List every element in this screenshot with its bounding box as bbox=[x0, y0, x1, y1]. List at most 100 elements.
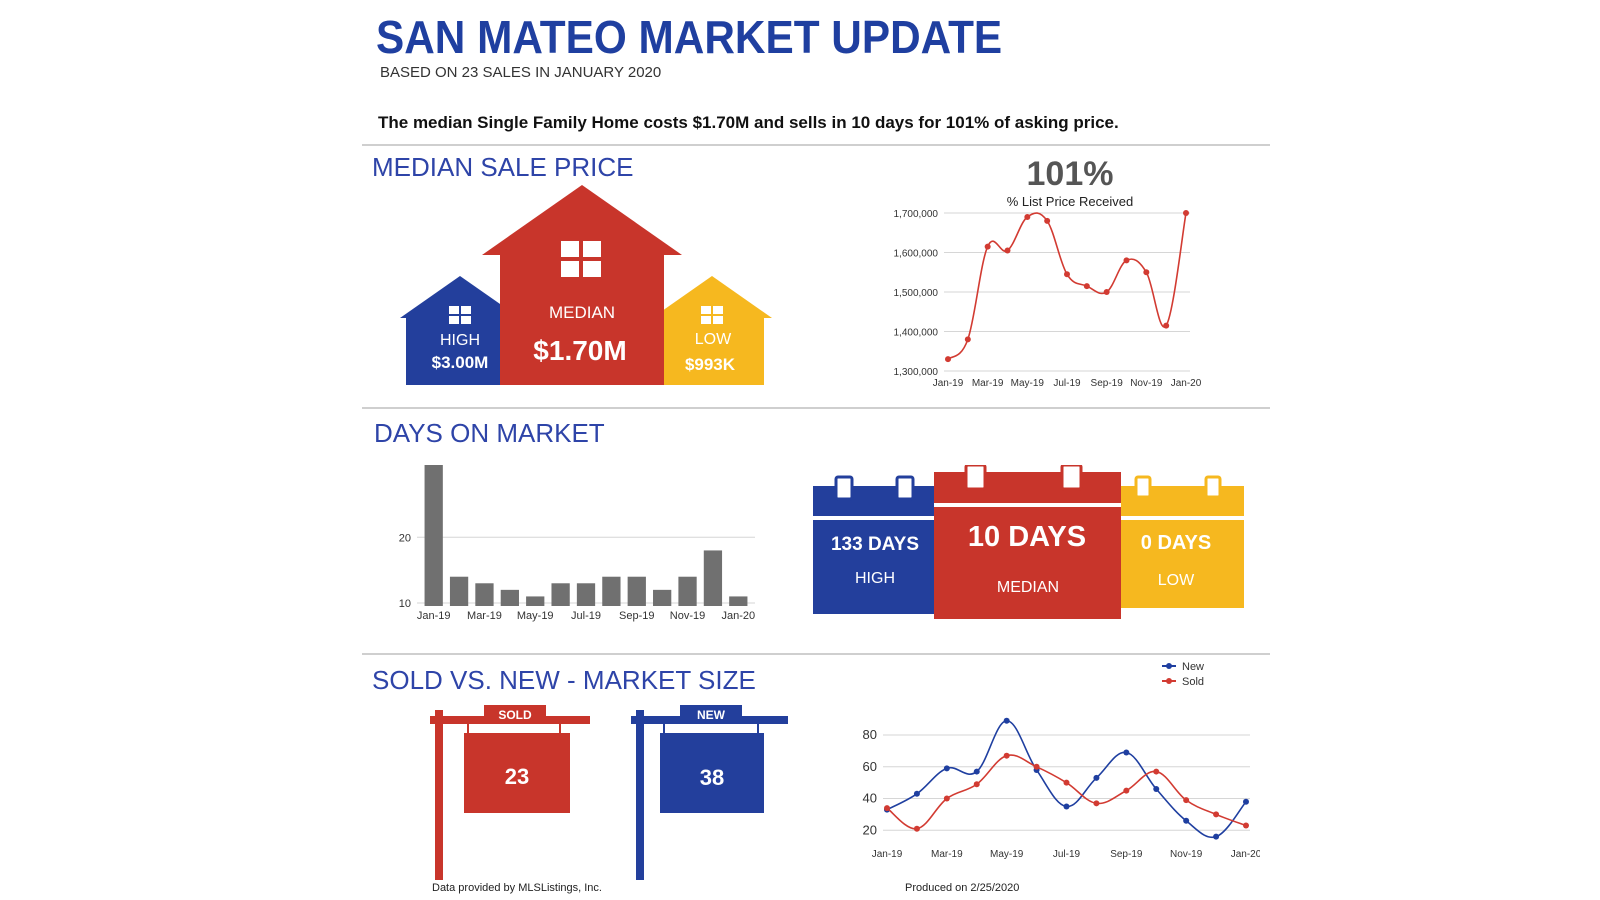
x-tick-label: Jan-19 bbox=[417, 610, 451, 622]
summary-text: The median Single Family Home costs $1.7… bbox=[378, 113, 1119, 132]
data-point bbox=[884, 805, 890, 812]
section-divider bbox=[362, 407, 1270, 409]
house-median-body bbox=[500, 253, 664, 385]
sold-vs-new-line-chart: 20 40 60 80 Jan-19 Mar-19 May-19 Jul-19 Sep-19 No… bbox=[863, 661, 1260, 860]
signs-graphic: SOLD 23 NEW 38 bbox=[430, 705, 788, 880]
list-price-percent: 101% bbox=[1026, 155, 1114, 193]
data-source-note: Data provided by MLSListings, Inc. bbox=[432, 882, 602, 894]
sold-sign: SOLD 23 bbox=[430, 705, 590, 880]
legend-marker bbox=[1166, 678, 1172, 684]
house-low-body bbox=[658, 316, 764, 385]
house-high-value: $3.00M bbox=[432, 353, 489, 372]
new-sign-value: 38 bbox=[700, 765, 724, 790]
sold-sign-value: 23 bbox=[505, 764, 529, 789]
window-icon bbox=[701, 306, 723, 324]
house-low-roof bbox=[652, 276, 772, 318]
window-icon bbox=[561, 241, 601, 277]
y-tick-label: 20 bbox=[399, 532, 411, 544]
x-tick-label: Jan-19 bbox=[933, 378, 964, 389]
x-tick-label: Jul-19 bbox=[571, 610, 601, 622]
data-point bbox=[943, 765, 950, 772]
data-point bbox=[1183, 210, 1189, 216]
bar bbox=[703, 550, 723, 606]
data-point bbox=[1163, 322, 1170, 329]
calendar-median-value: 10 DAYS bbox=[968, 521, 1086, 553]
house-low-label: LOW bbox=[695, 331, 732, 348]
data-point bbox=[1063, 803, 1070, 810]
bar bbox=[424, 465, 443, 606]
house-median-label: MEDIAN bbox=[549, 303, 615, 322]
new-sign-label: NEW bbox=[697, 708, 726, 722]
x-tick-label: Sep-19 bbox=[619, 610, 654, 622]
x-tick-label: Sep-19 bbox=[1110, 849, 1143, 860]
bar bbox=[576, 583, 596, 606]
page-title: SAN MATEO MARKET UPDATE bbox=[376, 11, 1003, 63]
data-point bbox=[1143, 269, 1150, 276]
legend-marker bbox=[1166, 663, 1172, 669]
data-point bbox=[1183, 797, 1190, 804]
days-on-market-bar-chart: 10 20 Jan-19 Mar-19 May-19 Jul-19 Sep-19 Nov-19… bbox=[399, 465, 755, 622]
calendar-low-value: 0 DAYS bbox=[1141, 532, 1211, 554]
data-point bbox=[973, 768, 980, 775]
x-tick-label: May-19 bbox=[1011, 378, 1045, 389]
data-point bbox=[1243, 798, 1249, 805]
data-point bbox=[1123, 257, 1130, 264]
calendar-high-label: HIGH bbox=[855, 570, 895, 587]
data-point bbox=[1083, 283, 1090, 290]
series-line bbox=[947, 212, 1187, 360]
x-tick-label: Jan-20 bbox=[1171, 378, 1202, 389]
legend-label: New bbox=[1182, 661, 1204, 673]
house-median-value: $1.70M bbox=[533, 335, 626, 366]
data-point bbox=[1004, 247, 1011, 254]
data-point bbox=[1033, 763, 1040, 770]
house-low: LOW $993K bbox=[652, 276, 772, 385]
x-tick-label: Jul-19 bbox=[1053, 849, 1081, 860]
x-tick-label: Jul-19 bbox=[1053, 378, 1081, 389]
data-point bbox=[1183, 817, 1190, 824]
data-point bbox=[1064, 271, 1070, 278]
bar bbox=[449, 576, 469, 606]
y-tick-label: 1,300,000 bbox=[894, 367, 939, 378]
house-high-roof bbox=[400, 276, 520, 318]
bar bbox=[602, 576, 621, 606]
calendar-median: 10 DAYS MEDIAN bbox=[934, 465, 1121, 619]
x-tick-label: Mar-19 bbox=[931, 849, 963, 860]
bar bbox=[526, 596, 545, 606]
section-divider bbox=[362, 144, 1270, 146]
y-tick-label: 20 bbox=[863, 822, 877, 837]
data-point bbox=[1243, 822, 1249, 829]
x-tick-label: Jan-20 bbox=[721, 610, 755, 622]
calendar-low-label: LOW bbox=[1158, 572, 1195, 589]
days-on-market-title: DAYS ON MARKET bbox=[374, 418, 605, 448]
x-tick-label: May-19 bbox=[990, 849, 1024, 860]
calendar-high-value: 133 DAYS bbox=[831, 534, 919, 555]
data-point bbox=[1093, 774, 1100, 781]
x-tick-label: Nov-19 bbox=[1170, 849, 1203, 860]
data-point bbox=[1153, 768, 1160, 775]
calendar-low: 0 DAYS LOW bbox=[1116, 475, 1244, 608]
house-median-roof bbox=[482, 185, 682, 255]
calendar-median-label: MEDIAN bbox=[997, 579, 1059, 596]
calendars-graphic: 133 DAYS HIGH 0 DAYS LOW 10 DAYS MEDIAN bbox=[813, 465, 1244, 619]
house-median: MEDIAN $1.70M bbox=[482, 185, 682, 385]
data-point bbox=[945, 356, 951, 363]
data-point bbox=[964, 336, 971, 343]
data-point bbox=[1044, 217, 1051, 224]
list-price-label: % List Price Received bbox=[1006, 194, 1134, 209]
house-high: HIGH $3.00M bbox=[400, 276, 520, 385]
data-point bbox=[1123, 787, 1130, 794]
data-point bbox=[1003, 717, 1010, 724]
x-tick-label: May-19 bbox=[517, 610, 554, 622]
data-point bbox=[943, 795, 950, 802]
bar bbox=[678, 576, 697, 606]
data-point bbox=[1213, 811, 1220, 818]
produced-date-note: Produced on 2/25/2020 bbox=[905, 882, 1020, 894]
series-line bbox=[886, 754, 1247, 830]
data-point bbox=[1123, 749, 1130, 756]
data-point bbox=[973, 781, 980, 788]
section-divider bbox=[362, 653, 1270, 655]
y-tick-label: 40 bbox=[863, 791, 877, 806]
x-tick-label: Mar-19 bbox=[972, 378, 1004, 389]
data-point bbox=[1213, 833, 1220, 840]
data-point bbox=[913, 825, 920, 832]
